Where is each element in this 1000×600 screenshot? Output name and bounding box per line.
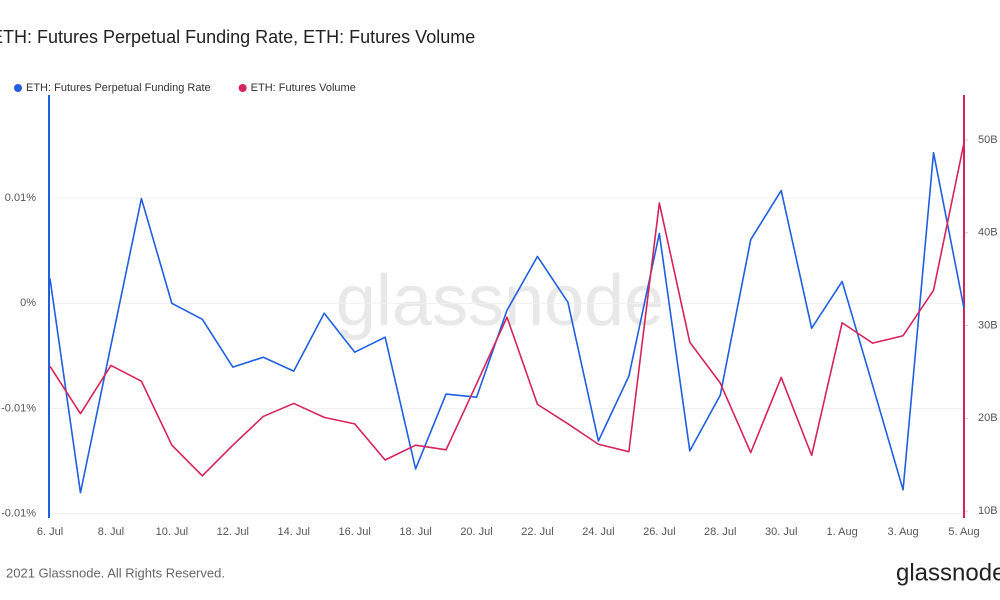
y2-tick-label: 50B (978, 134, 998, 146)
footer: 2021 Glassnode. All Rights Reserved. (6, 565, 225, 580)
legend-label: ETH: Futures Volume (251, 82, 356, 94)
y-tick-label: 0% (20, 297, 36, 309)
x-tick-label: 14. Jul (278, 526, 310, 538)
watermark: glassnode (336, 261, 664, 341)
y-tick-label: -0.01% (1, 508, 36, 520)
legend-marker (14, 84, 22, 92)
x-tick-label: 8. Jul (98, 526, 124, 538)
x-tick-label: 10. Jul (156, 526, 188, 538)
y2-tick-label: 10B (978, 505, 998, 517)
x-tick-label: 24. Jul (582, 526, 614, 538)
legend-marker (238, 84, 247, 92)
y-tick-label: -0.01% (1, 402, 36, 414)
y-tick-label: 0.01% (5, 192, 36, 204)
x-tick-label: 20. Jul (460, 526, 492, 538)
x-tick-label: 3. Aug (887, 526, 918, 538)
y2-tick-label: 30B (978, 319, 998, 331)
legend-label: ETH: Futures Perpetual Funding Rate (26, 82, 211, 94)
x-tick-label: 30. Jul (765, 526, 797, 538)
y2-tick-label: 40B (978, 227, 998, 239)
series-line (49, 142, 965, 477)
chart-title: ETH: Futures Perpetual Funding Rate, ETH… (0, 27, 475, 47)
x-tick-label: 6. Jul (37, 526, 63, 538)
x-tick-label: 1. Aug (827, 526, 858, 538)
x-tick-label: 26. Jul (643, 526, 675, 538)
logo: glassnode (896, 559, 1000, 586)
x-tick-label: 28. Jul (704, 526, 736, 538)
series-line (49, 151, 965, 494)
x-tick-label: 16. Jul (338, 526, 370, 538)
x-tick-label: 12. Jul (217, 526, 249, 538)
x-tick-label: 5. Aug (948, 526, 979, 538)
x-tick-label: 22. Jul (521, 526, 553, 538)
x-tick-label: 18. Jul (399, 526, 431, 538)
y2-tick-label: 20B (978, 412, 998, 424)
